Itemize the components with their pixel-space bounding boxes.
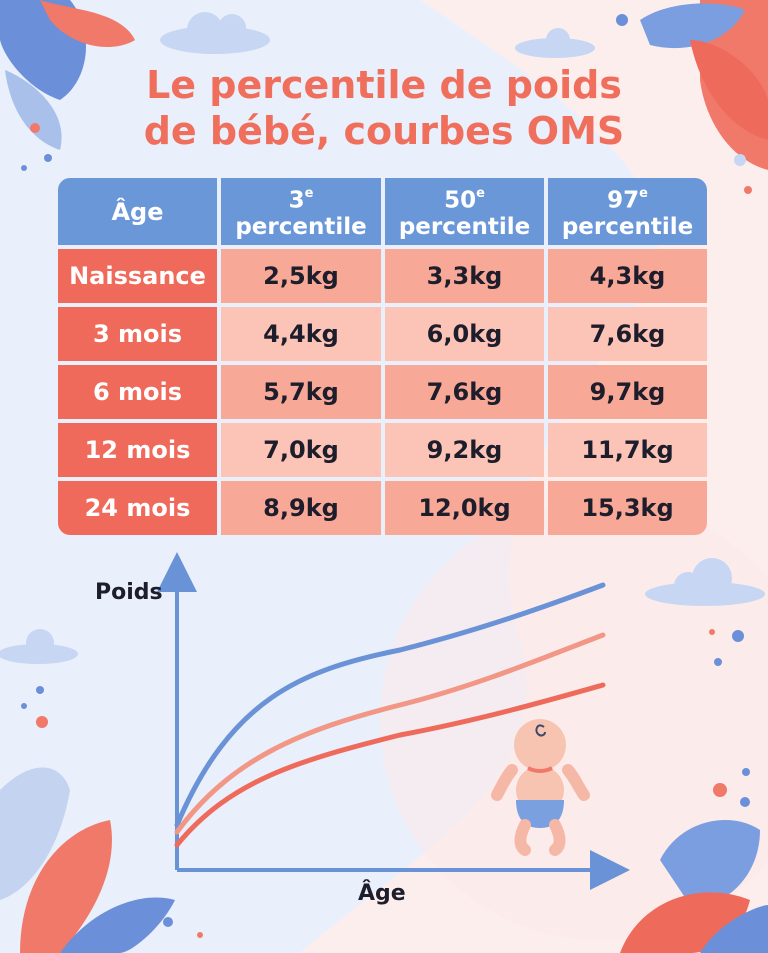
row-age: 12 mois xyxy=(58,423,217,477)
cell-p97: 7,6kg xyxy=(548,307,707,361)
cell-p50: 6,0kg xyxy=(385,307,544,361)
row-age: 24 mois xyxy=(58,481,217,535)
cell-p50: 9,2kg xyxy=(385,423,544,477)
page-title-line2: de bébé, courbes OMS xyxy=(143,109,625,153)
page-title-line1: Le percentile de poids xyxy=(146,63,622,107)
row-age: Naissance xyxy=(58,249,217,303)
cell-p50: 7,6kg xyxy=(385,365,544,419)
header-p97: 97e percentile xyxy=(548,178,707,245)
cell-p97: 15,3kg xyxy=(548,481,707,535)
header-p50: 50e percentile xyxy=(385,178,544,245)
percentile-table: Âge 3e percentile 50e percentile 97e percen… xyxy=(58,178,707,535)
cell-p3: 2,5kg xyxy=(221,249,381,303)
cell-p97: 4,3kg xyxy=(548,249,707,303)
header-p3: 3e percentile xyxy=(221,178,381,245)
cell-p97: 11,7kg xyxy=(548,423,707,477)
header-age: Âge xyxy=(58,178,217,245)
cell-p3: 8,9kg xyxy=(221,481,381,535)
cell-p97: 9,7kg xyxy=(548,365,707,419)
row-age: 6 mois xyxy=(58,365,217,419)
cell-p3: 7,0kg xyxy=(221,423,381,477)
cell-p3: 4,4kg xyxy=(221,307,381,361)
cell-p50: 12,0kg xyxy=(385,481,544,535)
cell-p3: 5,7kg xyxy=(221,365,381,419)
row-age: 3 mois xyxy=(58,307,217,361)
cell-p50: 3,3kg xyxy=(385,249,544,303)
